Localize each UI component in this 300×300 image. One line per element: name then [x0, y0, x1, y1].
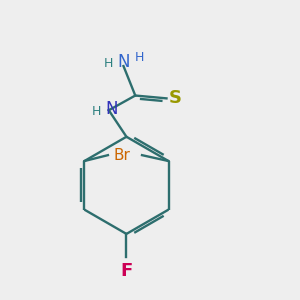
Text: S: S [169, 88, 182, 106]
Text: F: F [120, 262, 133, 280]
Text: H: H [135, 51, 144, 64]
Text: H: H [103, 57, 113, 70]
Text: H: H [92, 105, 101, 118]
Text: N: N [118, 53, 130, 71]
Text: Br: Br [113, 148, 130, 163]
Text: N: N [106, 100, 118, 118]
